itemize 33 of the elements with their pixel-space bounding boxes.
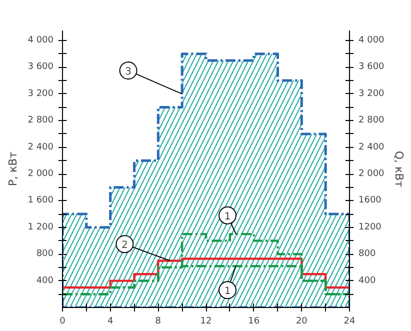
x-tick-label: 4: [107, 316, 114, 326]
annotation: 1: [224, 286, 231, 298]
annotation: 2: [122, 240, 128, 252]
x-tick-label: 16: [248, 316, 260, 326]
y2-tick-label: 800: [358, 249, 376, 260]
y-tick-label: 4 000: [28, 36, 54, 46]
x-tick-label: 12: [200, 316, 212, 326]
y-axis-title: P, кВт: [6, 151, 20, 186]
x-tick-label: 8: [155, 316, 162, 326]
y2-tick-label: 2 400: [358, 142, 385, 152]
y-tick-label: 2 800: [28, 116, 54, 126]
x-tick-label: 24: [344, 316, 356, 326]
y2-tick-label: 3 600: [358, 62, 385, 72]
y2-tick-label: 4 000: [358, 36, 385, 46]
y-tick-label: 2 000: [28, 169, 54, 180]
y2-tick-label: 2 000: [358, 169, 385, 180]
y2-tick-label: 1200: [358, 222, 382, 232]
y-tick-label: 1 600: [28, 196, 54, 206]
y-tick-label: 800: [36, 249, 54, 260]
y-tick-label: 1 200: [28, 222, 54, 232]
y2-axis-title: Q, кВт: [392, 150, 406, 188]
y-tick-label: 400: [36, 276, 54, 286]
y2-tick-label: 1600: [358, 196, 382, 206]
y2-tick-label: 2 800: [358, 116, 385, 126]
x-tick-label: 20: [296, 316, 308, 326]
y-tick-label: 3 600: [28, 62, 54, 72]
y2-tick-label: 3 200: [358, 88, 385, 99]
x-tick-label: 0: [60, 316, 66, 326]
y-tick-label: 3 200: [28, 88, 54, 99]
annotation: 3: [125, 66, 132, 78]
annotation: 1: [224, 211, 231, 222]
y-tick-label: 2 400: [28, 142, 54, 152]
y2-tick-label: 400: [358, 276, 376, 286]
